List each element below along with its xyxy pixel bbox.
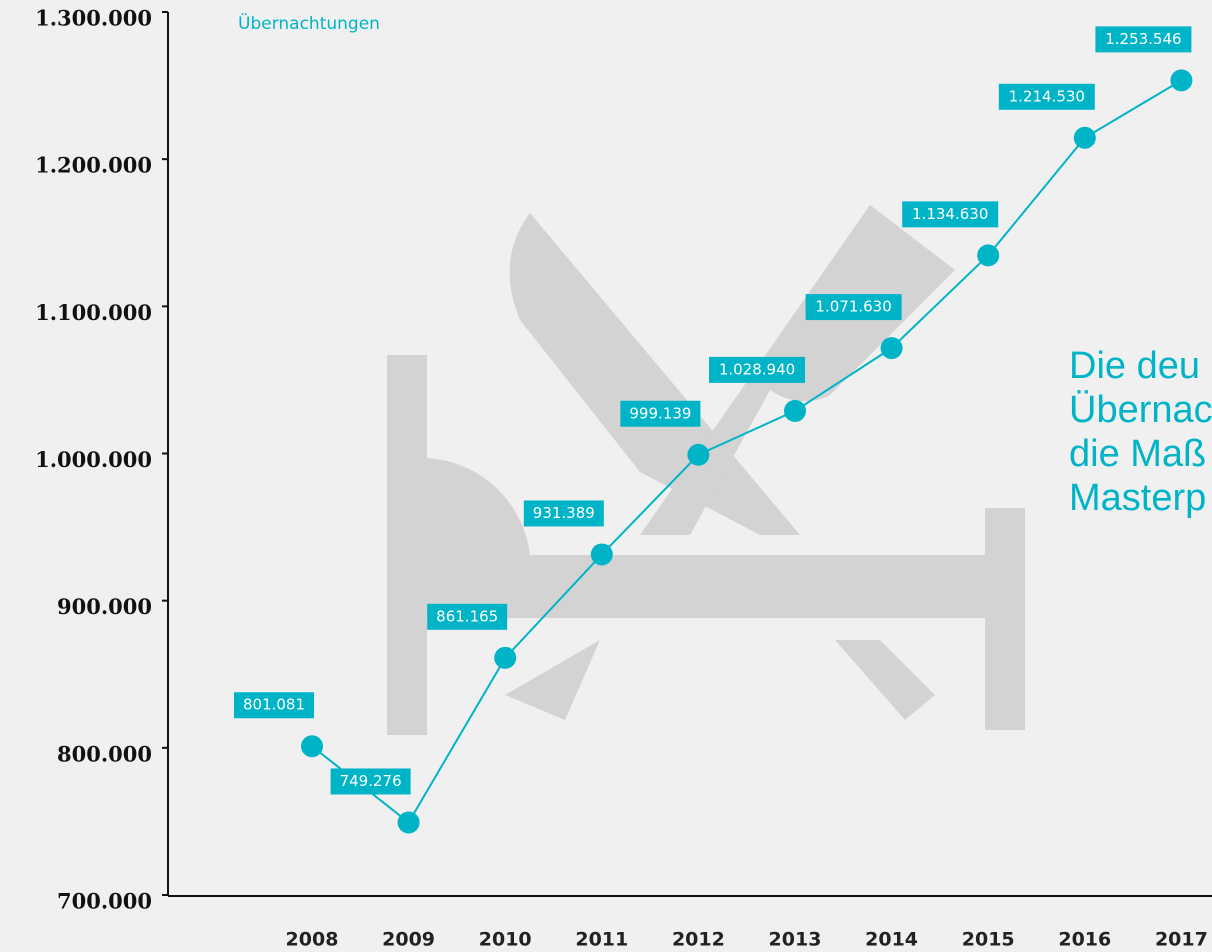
annotation: Übernac xyxy=(1069,389,1212,431)
y-tick-label: 1.300.000 xyxy=(35,6,152,31)
value-label-box xyxy=(427,603,508,630)
point xyxy=(1073,126,1096,149)
x-tick-label: 2011 xyxy=(575,929,628,951)
value-label: 1.214.530 xyxy=(1009,87,1085,105)
point xyxy=(397,811,420,834)
y-tick-label: 1.200.000 xyxy=(35,153,152,178)
point xyxy=(784,399,806,422)
value-label: 999.139 xyxy=(629,404,691,422)
value-label-box xyxy=(709,356,805,383)
line xyxy=(311,79,1182,824)
value-label: 749.276 xyxy=(340,772,402,790)
y-tick-label: 900.000 xyxy=(57,594,152,619)
value-label: 1.134.630 xyxy=(912,205,988,223)
point xyxy=(880,337,903,360)
x-tick-label: 2008 xyxy=(286,929,339,951)
background-icon xyxy=(387,205,1025,735)
value-label: 1.253.546 xyxy=(1105,30,1181,48)
x-tick-label: 2017 xyxy=(1155,929,1208,951)
x-tick-label: 2013 xyxy=(769,929,822,951)
annotation: Masterp xyxy=(1069,477,1206,519)
value-label: 861.165 xyxy=(436,607,498,625)
point xyxy=(977,244,1000,267)
value-label-box xyxy=(330,768,411,795)
x-tick-label: 2016 xyxy=(1058,929,1111,951)
value-label-box xyxy=(523,500,604,527)
value-label: 801.081 xyxy=(243,696,305,714)
value-label-box xyxy=(998,83,1095,110)
legend-label: Übernachtungen xyxy=(238,12,380,34)
value-label: 1.028.940 xyxy=(719,360,795,378)
x-tick-label: 2012 xyxy=(672,929,725,951)
value-label-box xyxy=(902,201,999,228)
point xyxy=(494,646,517,669)
value-label-box xyxy=(620,400,701,427)
value-label: 1.071.630 xyxy=(815,298,891,316)
value-label-box xyxy=(1095,26,1192,53)
value-label: 931.389 xyxy=(533,504,595,522)
y-tick-label: 800.000 xyxy=(57,741,152,766)
point xyxy=(590,543,613,566)
x-tick-label: 2015 xyxy=(962,929,1015,951)
point xyxy=(1170,69,1193,92)
y-tick-label: 1.000.000 xyxy=(35,447,152,472)
x-tick-label: 2009 xyxy=(382,929,435,951)
value-label-box xyxy=(234,692,314,719)
y-tick-label: 1.100.000 xyxy=(35,300,152,325)
point xyxy=(301,735,323,758)
point xyxy=(687,443,710,466)
x-tick-label: 2014 xyxy=(865,929,918,951)
annotation: Die deu xyxy=(1069,345,1200,387)
x-tick-label: 2010 xyxy=(479,929,532,951)
value-label-box xyxy=(805,294,902,321)
annotation: die Maß xyxy=(1069,433,1206,475)
y-tick-label: 700.000 xyxy=(57,889,152,914)
